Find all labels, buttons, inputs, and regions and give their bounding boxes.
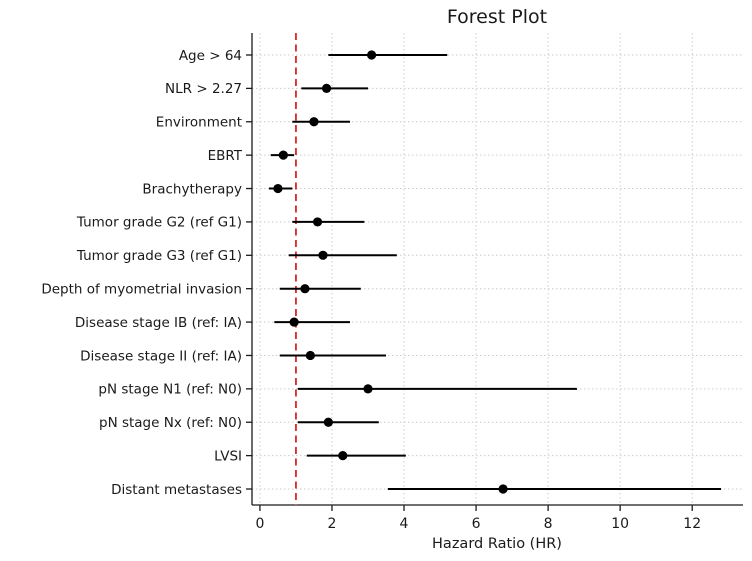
- x-axis-label: Hazard Ratio (HR): [432, 536, 562, 552]
- point-marker: [318, 250, 328, 260]
- point-marker: [278, 150, 288, 160]
- point-marker: [312, 217, 323, 227]
- point-marker: [289, 317, 299, 327]
- y-tick-label: Age > 64: [179, 48, 242, 64]
- y-tick-label: pN stage Nx (ref: N0): [99, 415, 242, 431]
- point-marker: [366, 50, 377, 60]
- y-tick-label: Disease stage II (ref: IA): [80, 348, 242, 364]
- x-tick-label: 12: [683, 516, 701, 532]
- x-tick-label: 10: [611, 516, 629, 532]
- chart-title: Forest Plot: [447, 6, 547, 28]
- y-tick-label: pN stage N1 (ref: N0): [98, 382, 242, 398]
- y-tick-label: Tumor grade G2 (ref G1): [76, 215, 242, 231]
- y-tick-label: LVSI: [214, 448, 242, 464]
- grid-layer: [252, 33, 743, 505]
- y-tick-label: Brachytherapy: [142, 181, 242, 197]
- point-marker: [309, 117, 319, 127]
- x-tick-label: 6: [472, 516, 481, 532]
- y-tick-label: Depth of myometrial invasion: [41, 281, 242, 297]
- point-marker: [323, 417, 333, 427]
- y-tick-label: EBRT: [208, 148, 243, 164]
- y-tick-label: Disease stage IB (ref: IA): [75, 315, 242, 331]
- point-marker: [363, 384, 373, 394]
- point-marker: [498, 484, 508, 494]
- y-tick-label: Environment: [156, 115, 242, 131]
- x-tick-label: 4: [400, 516, 409, 532]
- x-tick-label: 0: [255, 516, 264, 532]
- y-tick-label: Distant metastases: [111, 482, 242, 498]
- point-marker: [321, 83, 332, 93]
- y-tick-label: NLR > 2.27: [165, 81, 242, 97]
- x-tick-label: 8: [544, 516, 553, 532]
- point-marker: [338, 451, 348, 461]
- axis-layer: 0 2 4 6 8 10 12 Age > 64 NLR > 2.27 Environment EB…: [41, 33, 743, 532]
- point-marker: [305, 350, 315, 361]
- data-layer: [268, 33, 722, 505]
- y-tick-label: Tumor grade G3 (ref G1): [76, 248, 242, 264]
- x-tick-label: 2: [328, 516, 337, 532]
- point-marker: [300, 284, 310, 294]
- point-marker: [273, 183, 283, 194]
